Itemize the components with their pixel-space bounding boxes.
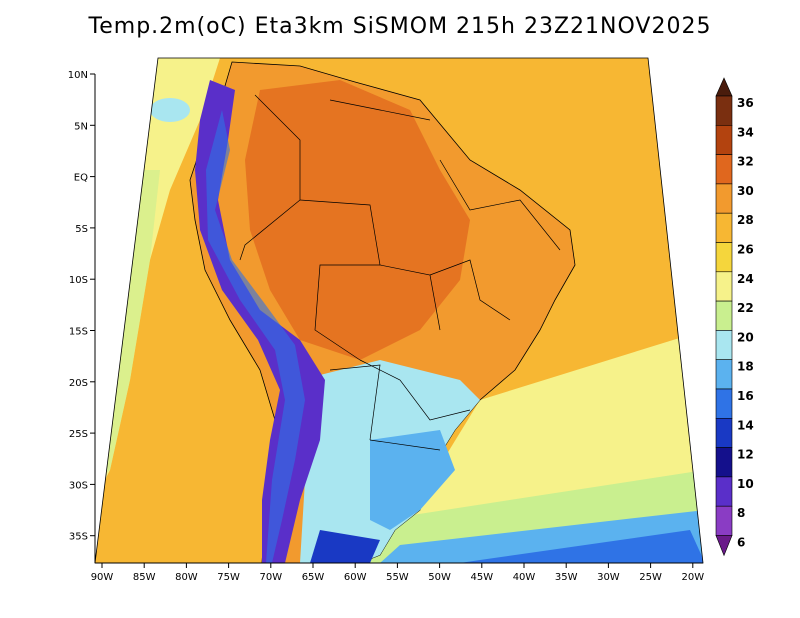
lat-axis: 10N 5N EQ 5S 10S 15S 20S 25S 30S 35S (68, 70, 96, 563)
colorbar-swatch (715, 271, 733, 302)
colorbar-label: 28 (737, 213, 754, 227)
colorbar-label: 32 (737, 155, 754, 169)
colorbar-label: 14 (737, 418, 754, 432)
lon-axis: 90W 85W 80W 75W 70W 65W 60W 55W 50W 45W 40W 35W 30W 2… (91, 563, 704, 583)
lon-tick-label: 20W (681, 572, 704, 583)
uruguay-cold-region (370, 430, 455, 530)
colorbar-swatch (715, 242, 733, 273)
lat-tick-label: 30S (69, 480, 88, 491)
lat-tick-label: 35S (69, 532, 88, 543)
lon-tick-label: 40W (513, 572, 536, 583)
colorbar-swatch (715, 417, 733, 448)
map-field (95, 58, 703, 563)
lon-tick-label: 90W (91, 572, 114, 583)
lon-tick-label: 80W (175, 572, 198, 583)
lat-tick-label: 15S (69, 327, 88, 338)
pacific-cool-spot (150, 98, 190, 122)
lon-tick-label: 60W (344, 572, 367, 583)
colorbar-swatch (715, 300, 733, 331)
colorbar-label: 36 (737, 96, 754, 110)
colorbar-swatch (715, 388, 733, 419)
lon-tick-label: 50W (428, 572, 451, 583)
lat-tick-label: 10N (68, 70, 88, 81)
lat-tick-label: 20S (69, 378, 88, 389)
atlantic-colder-band (460, 530, 703, 563)
lat-tick-label: 10S (69, 275, 88, 286)
colorbar-swatch (715, 154, 733, 185)
colorbar-label: 6 (737, 536, 745, 550)
colorbar-bottom-arrow (715, 535, 733, 557)
lon-tick-label: 30W (597, 572, 620, 583)
colorbar-label: 12 (737, 448, 754, 462)
colorbar: 36 34 32 30 28 26 24 22 20 18 16 14 12 10 8 6 (715, 77, 754, 557)
lon-tick-label: 65W (302, 572, 325, 583)
country-borders (239, 94, 561, 451)
colorbar-swatch (715, 125, 733, 155)
colorbar-swatch (715, 505, 733, 536)
colorbar-swatch (715, 476, 733, 507)
colorbar-swatch (715, 359, 733, 390)
colorbar-swatch (715, 330, 733, 360)
colorbar-label: 34 (737, 125, 754, 139)
colorbar-top-arrow (715, 77, 733, 97)
colorbar-label: 18 (737, 360, 754, 374)
lon-tick-label: 35W (555, 572, 578, 583)
map-title: Temp.2m(oC) Eta3km SiSMOM 215h 23Z21NOV2… (88, 14, 712, 39)
lat-tick-label: 5N (74, 121, 88, 132)
lon-tick-label: 55W (386, 572, 409, 583)
lat-tick-label: EQ (74, 173, 88, 184)
colorbar-label: 20 (737, 330, 754, 344)
lon-tick-label: 75W (217, 572, 240, 583)
colorbar-label: 26 (737, 243, 754, 257)
lat-tick-label: 5S (75, 224, 88, 235)
lat-tick-label: 25S (69, 429, 88, 440)
lon-tick-label: 45W (470, 572, 493, 583)
lon-tick-label: 25W (639, 572, 662, 583)
colorbar-label: 24 (737, 272, 754, 286)
patagonia-cold-region (310, 530, 380, 563)
lon-tick-label: 70W (259, 572, 282, 583)
colorbar-label: 22 (737, 301, 754, 315)
andes-slopes (206, 110, 305, 563)
colorbar-swatch (715, 212, 733, 243)
colorbar-label: 8 (737, 506, 745, 520)
lon-tick-label: 85W (133, 572, 156, 583)
colorbar-swatch (715, 95, 733, 126)
colorbar-label: 30 (737, 184, 754, 198)
colorbar-swatch (715, 183, 733, 214)
colorbar-swatch (715, 447, 733, 478)
hot-interior (245, 80, 470, 360)
colorbar-label: 10 (737, 477, 754, 491)
colorbar-label: 16 (737, 389, 754, 403)
